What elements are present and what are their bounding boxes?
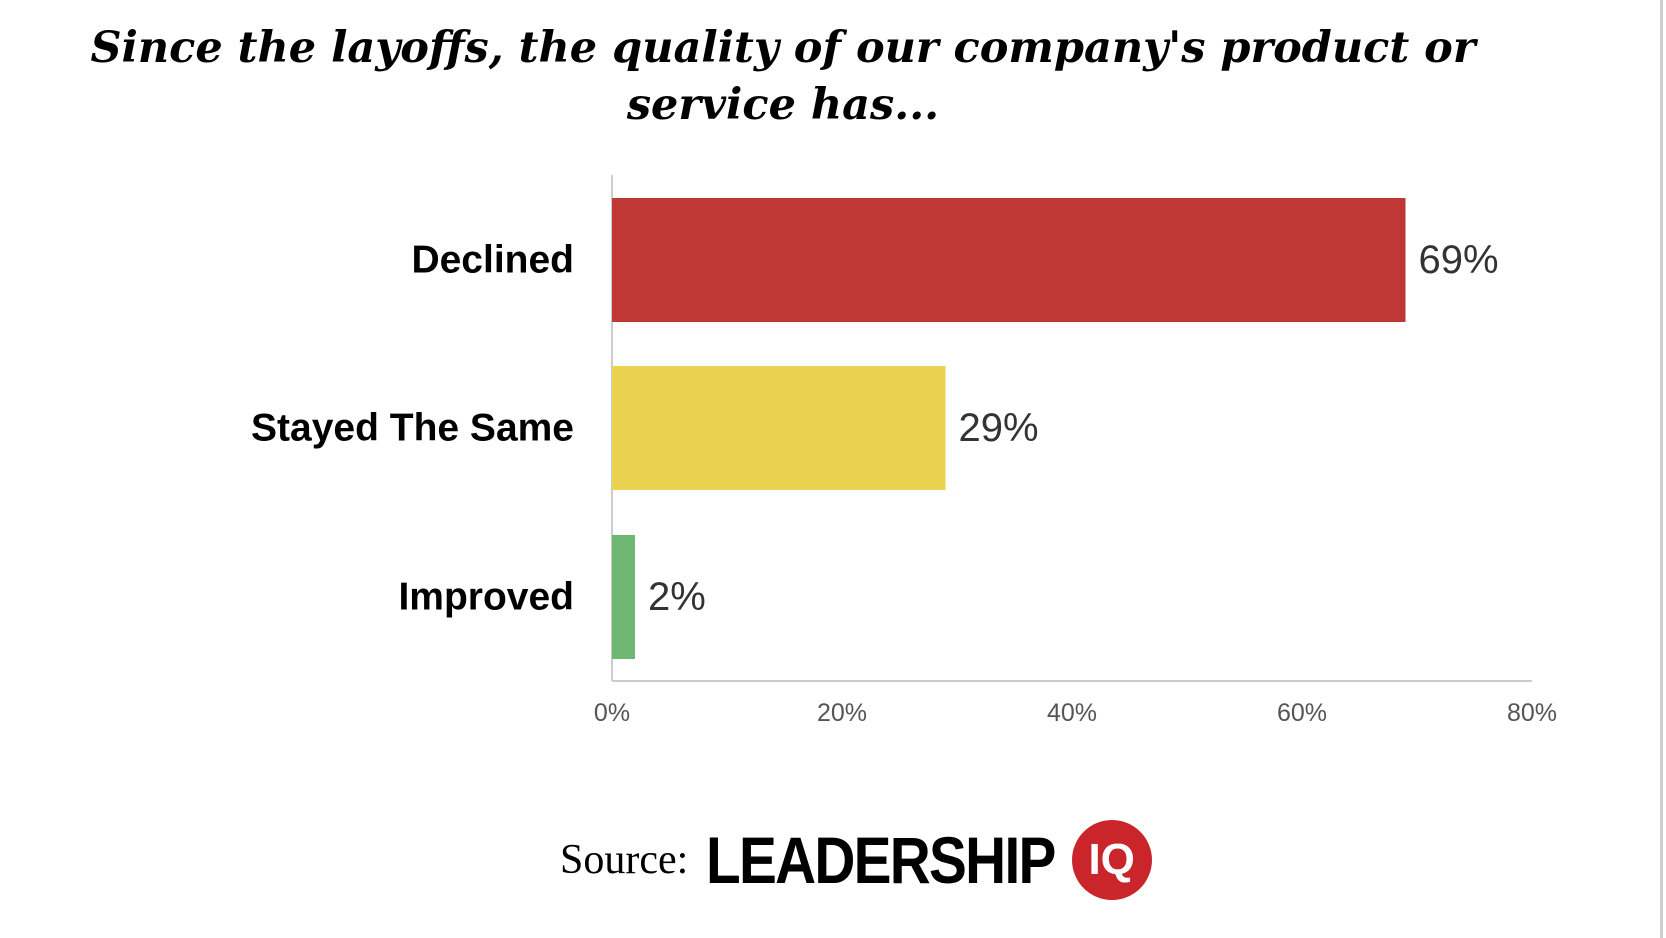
category-label-improved: Improved xyxy=(398,576,574,619)
x-tick-label-60: 60% xyxy=(1277,699,1327,727)
x-tick-label-80: 80% xyxy=(1507,699,1557,727)
leadership-iq-logo-text: LEADERSHIP xyxy=(706,823,1056,897)
data-label-improved: 2% xyxy=(648,575,706,619)
data-label-stayed-the-same: 29% xyxy=(959,406,1039,450)
x-tick-label-20: 20% xyxy=(817,699,867,727)
data-label-declined: 69% xyxy=(1419,238,1499,282)
leadership-iq-logo-badge: IQ xyxy=(1071,820,1152,900)
bar-stayed-the-same xyxy=(612,366,946,490)
bar-improved xyxy=(612,535,635,659)
source-label: Source: xyxy=(560,837,689,883)
bar-chart: Declined 69% Stayed The Same 29% Improved 2% 0… xyxy=(251,175,1557,727)
category-label-stayed-the-same: Stayed The Same xyxy=(251,407,574,450)
x-tick-label-40: 40% xyxy=(1047,699,1097,727)
chart-title: Since the layoffs, the quality of our co… xyxy=(90,23,1476,130)
right-edge-divider xyxy=(1660,0,1663,938)
source-credit: Source: LEADERSHIP IQ xyxy=(560,815,1152,905)
category-label-declined: Declined xyxy=(411,239,574,282)
x-tick-label-0: 0% xyxy=(594,699,630,727)
bar-declined xyxy=(612,198,1406,322)
